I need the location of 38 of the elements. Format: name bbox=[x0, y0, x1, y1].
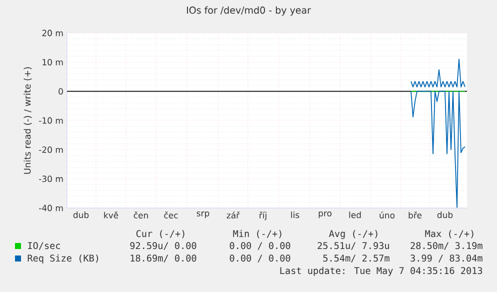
text: 3.99 / 83.04m bbox=[410, 254, 482, 262]
x-tick-label: lis bbox=[291, 212, 300, 218]
x-tick-label: kvě bbox=[104, 212, 118, 218]
x-tick-label: úno bbox=[380, 212, 395, 218]
chart-title: IOs for /dev/md0 - by year bbox=[186, 6, 311, 16]
x-tick-label: čec bbox=[164, 212, 178, 218]
text: 0.00 / 0.00 bbox=[230, 242, 290, 250]
legend-label: Req Size (KB) bbox=[28, 254, 98, 264]
text: Last update: Tue May 7 04:35:16 2013 bbox=[280, 266, 482, 276]
y-tick-label: 20 m bbox=[42, 30, 63, 36]
y-tick-label: -20 m bbox=[39, 146, 63, 153]
x-tick-label: zář bbox=[226, 212, 240, 218]
x-tick-label: srp bbox=[196, 212, 210, 218]
y-axis-title: Units read (-) / write (+) bbox=[24, 67, 32, 174]
y-tick-label: 0 bbox=[58, 88, 63, 95]
text: 18.69m/ 0.00 bbox=[130, 254, 196, 262]
y-tick-label: -40 m bbox=[39, 204, 63, 212]
x-tick-label: led bbox=[349, 212, 361, 218]
text: Max (-/+) bbox=[425, 230, 474, 238]
legend-label: IO/sec bbox=[28, 242, 60, 250]
text: 25.51u/ 7.93u bbox=[318, 242, 389, 250]
text: Cur (-/+) bbox=[136, 230, 184, 238]
x-tick-label: bře bbox=[408, 212, 422, 218]
text: 28.50m/ 3.19m bbox=[410, 242, 482, 250]
line-series bbox=[410, 58, 466, 88]
x-tick-label: říj bbox=[260, 212, 266, 220]
text: 5.54m/ 2.57m bbox=[323, 254, 390, 262]
x-tick-label: dub bbox=[73, 212, 89, 218]
y-tick-label: -30 m bbox=[39, 176, 63, 182]
text: 0.00 / 0.00 bbox=[230, 254, 290, 262]
y-tick-label: 10 m bbox=[42, 58, 63, 66]
x-tick-label: pro bbox=[318, 212, 332, 218]
text: 92.59u/ 0.00 bbox=[130, 242, 196, 250]
text: Min (-/+) bbox=[233, 230, 282, 238]
x-tick-label: čen bbox=[134, 212, 148, 218]
y-tick-label: -10 m bbox=[39, 117, 63, 124]
x-tick-label: dub bbox=[437, 212, 453, 218]
text: Avg (-/+) bbox=[328, 230, 378, 239]
